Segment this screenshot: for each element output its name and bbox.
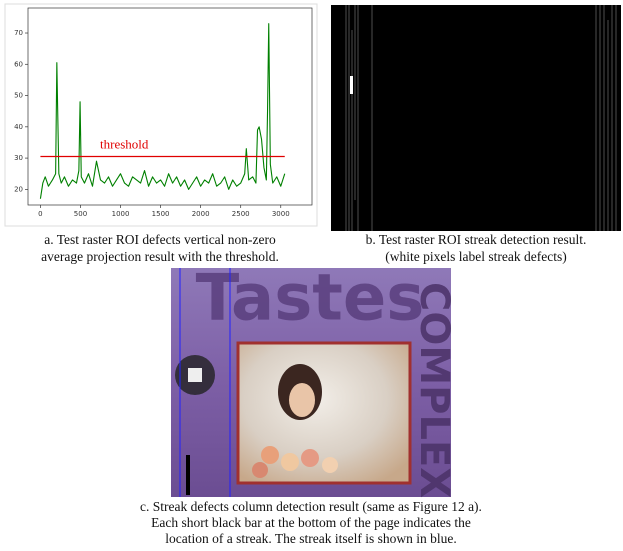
flower (252, 462, 268, 478)
logo-mark (188, 368, 202, 382)
y-tick-label: 20 (14, 185, 23, 193)
caption: (white pixels label streak defects) (385, 249, 566, 264)
caption: c. Streak defects column detection resul… (140, 499, 482, 514)
x-tick-label: 1500 (152, 210, 170, 218)
streak-image (331, 5, 621, 231)
caption: Each short black bar at the bottom of th… (151, 515, 471, 530)
x-tick-label: 3000 (272, 210, 290, 218)
threshold-label: threshold (100, 137, 149, 152)
y-tick-label: 70 (14, 29, 23, 37)
caption: a. Test raster ROI defects vertical non-… (44, 232, 276, 247)
caption: location of a streak. The streak itself … (165, 531, 456, 546)
flower (301, 449, 319, 467)
image-vertical-text: COMPLEX (411, 282, 457, 498)
caption: b. Test raster ROI streak detection resu… (366, 232, 587, 247)
y-tick-label: 40 (14, 123, 23, 131)
x-tick-label: 0 (38, 210, 42, 218)
x-tick-label: 2500 (232, 210, 250, 218)
flower (261, 446, 279, 464)
figure: 0 500 1000 1500 2000 2500 3000 20 30 40 50 60 70 thre… (0, 0, 623, 546)
streak-bar (186, 455, 190, 495)
chart-panel: 0 500 1000 1500 2000 2500 3000 20 30 40 50 60 70 thre… (5, 4, 317, 226)
x-tick-label: 2000 (192, 210, 210, 218)
caption: average projection result with the thres… (41, 249, 279, 264)
flower (322, 457, 338, 473)
black-image (331, 5, 621, 231)
streak-blob (350, 76, 353, 94)
y-tick-label: 50 (14, 92, 23, 100)
x-tick-label: 500 (74, 210, 87, 218)
flower (281, 453, 299, 471)
y-tick-label: 60 (14, 60, 23, 68)
face (289, 383, 315, 417)
x-tick-label: 1000 (112, 210, 130, 218)
magazine-image: Tastes COMPLEX (171, 262, 457, 499)
y-tick-label: 30 (14, 154, 23, 162)
